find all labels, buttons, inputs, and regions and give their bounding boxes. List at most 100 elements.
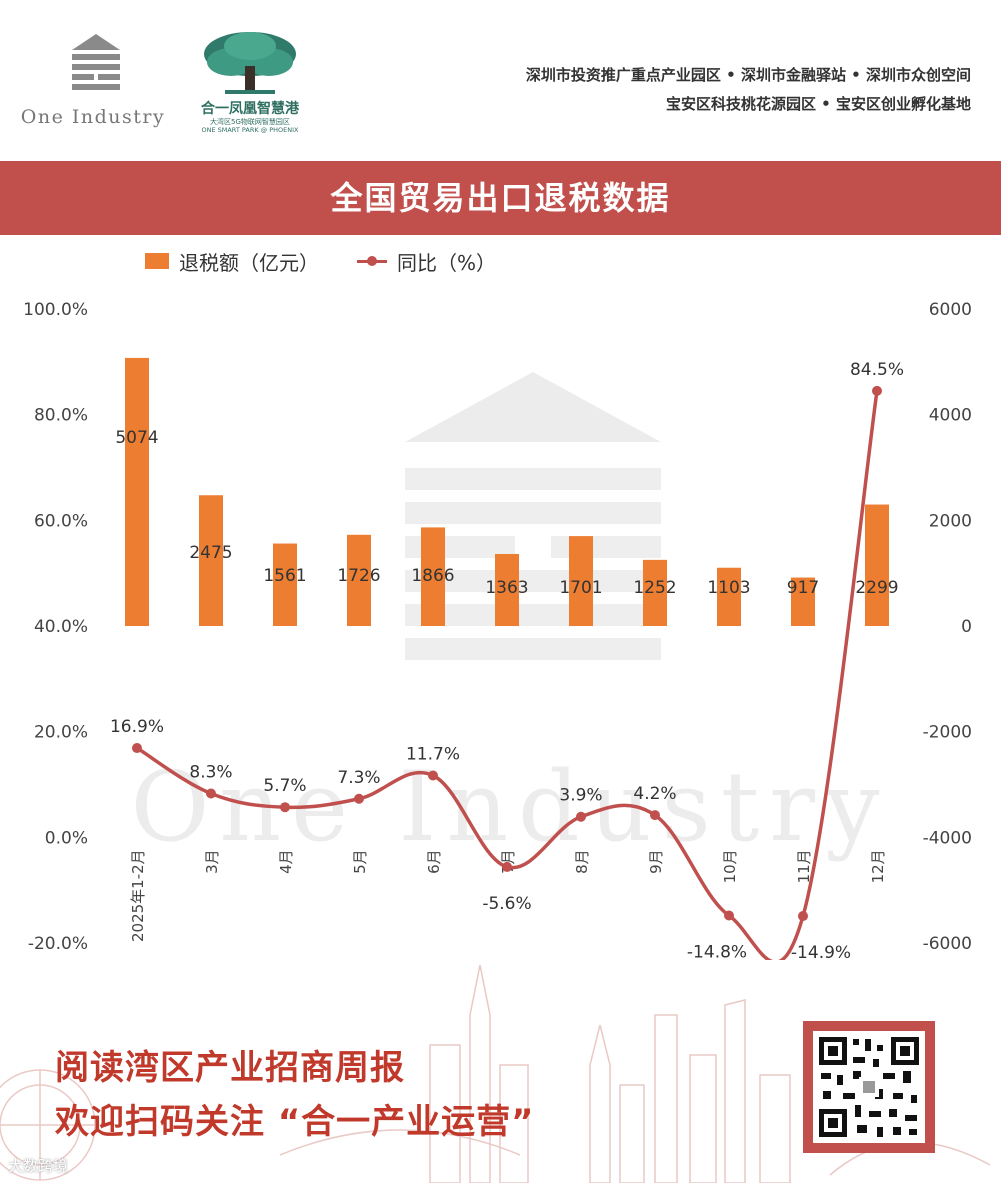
left-tick-label: 0.0% — [45, 828, 88, 848]
bar-value-labels: 5074 2475 1561 1726 1866 1363 1701 1252 1103 917 2… — [115, 428, 898, 598]
legend-item-line: 同比（%） — [357, 247, 496, 276]
bar — [717, 567, 741, 626]
line-value-label: 4.2% — [633, 784, 676, 804]
watermark-bar — [405, 638, 661, 660]
line-point — [354, 793, 364, 804]
line-value-labels: 16.9% 8.3% 5.7% 7.3% 11.7% -5.6% 3.9% 4.2% -14.8… — [110, 360, 904, 960]
watermark-bar — [551, 536, 661, 558]
line-value-label: -14.9% — [791, 943, 851, 960]
tree-icon — [204, 32, 296, 94]
footer-line-2: 欢迎扫码关注 “合一产业运营” — [55, 1102, 535, 1142]
footer-line-1: 阅读湾区产业招商周报 — [55, 1048, 405, 1088]
qr-code-frame[interactable] — [803, 1021, 935, 1153]
line-point — [576, 811, 586, 822]
legend-item-bars: 退税额（亿元） — [145, 247, 319, 276]
legend-line-swatch — [357, 255, 387, 266]
right-tick-label: 2000 — [929, 511, 972, 531]
category-label: 2025年1-2月 — [129, 849, 147, 942]
one-industry-logo-icon — [72, 34, 120, 90]
phoenix-park-name: 合一凤凰智慧港 — [201, 101, 299, 117]
bar — [495, 553, 519, 626]
bar-value-label: 1103 — [707, 578, 750, 598]
line-point — [724, 910, 734, 921]
bar — [569, 536, 593, 626]
left-tick-label: 40.0% — [34, 617, 88, 637]
watermark-bar — [405, 570, 661, 592]
phoenix-park-english: ONE SMART PARK @ PHOENIX — [201, 126, 299, 134]
right-tick-label: -2000 — [923, 723, 972, 743]
line-value-label: -14.8% — [687, 943, 747, 960]
line-series — [132, 385, 882, 960]
bar-value-label: 1726 — [337, 566, 380, 586]
line-value-label: 16.9% — [110, 717, 164, 737]
bar-value-label: 917 — [787, 578, 819, 598]
line-point — [428, 770, 438, 781]
right-tick-label: -6000 — [923, 934, 972, 954]
left-axis: -20.0% 0.0% 20.0% 40.0% 60.0% 80.0% 100.0% — [23, 300, 88, 954]
right-tick-label: -4000 — [923, 828, 972, 848]
line-point — [650, 810, 660, 821]
line-point — [872, 385, 882, 396]
title-banner: 全国贸易出口退税数据 — [0, 161, 1001, 235]
tagline-line-2: 宝安区科技桃花源园区 • 宝安区创业孵化基地 — [665, 95, 971, 113]
line-value-label: 3.9% — [559, 786, 602, 806]
category-label: 12月 — [869, 849, 887, 883]
right-tick-label: 6000 — [929, 300, 972, 320]
chart-legend: 退税额（亿元） 同比（%） — [145, 244, 534, 278]
bar-series — [125, 357, 889, 626]
qr-code-icon — [819, 1037, 919, 1137]
header: One Industry 合一凤凰智慧港 大湾区5G物联网智慧园区 ONE SM… — [0, 0, 1001, 160]
line-point — [502, 861, 512, 872]
left-tick-label: 60.0% — [34, 511, 88, 531]
bar — [791, 577, 815, 626]
bar-value-label: 1252 — [633, 578, 676, 598]
category-label: 3月 — [203, 849, 221, 874]
category-label: 10月 — [721, 849, 739, 883]
bar — [865, 504, 889, 626]
line-value-label: 5.7% — [263, 776, 306, 796]
category-label: 9月 — [647, 849, 665, 874]
source-credit: 大数跨境 — [8, 1157, 69, 1175]
bar — [273, 543, 297, 626]
category-labels: 2025年1-2月 3月 4月 5月 6月 7月 8月 9月 10月 11月 12月 — [129, 849, 887, 942]
left-tick-label: 80.0% — [34, 406, 88, 426]
phoenix-park-subtitle: 大湾区5G物联网智慧园区 — [210, 118, 290, 126]
line-value-label: 8.3% — [189, 762, 232, 782]
right-tick-label: 0 — [961, 617, 972, 637]
phoenix-park-logo: 合一凤凰智慧港 大湾区5G物联网智慧园区 ONE SMART PARK @ PH… — [195, 28, 305, 138]
one-industry-name: One Industry — [20, 106, 166, 128]
watermark-roof — [405, 372, 661, 442]
one-industry-logo: One Industry — [18, 30, 168, 140]
bar-value-label: 2475 — [189, 543, 232, 563]
bar — [347, 534, 371, 626]
bar — [643, 559, 667, 626]
category-label: 6月 — [425, 849, 443, 874]
bar — [125, 357, 149, 626]
bar — [199, 495, 223, 626]
left-tick-label: 100.0% — [23, 300, 88, 320]
line-point — [206, 788, 216, 799]
line-point — [798, 911, 808, 922]
watermark-text: One Industry — [131, 751, 890, 863]
bar-value-label: 1363 — [485, 578, 528, 598]
bar-value-label: 1561 — [263, 566, 306, 586]
legend-bar-label: 退税额（亿元） — [179, 250, 319, 275]
category-label: 11月 — [795, 849, 813, 883]
legend-bar-swatch — [145, 253, 169, 269]
category-label: 4月 — [277, 849, 295, 874]
watermark-bar — [405, 468, 661, 490]
watermark-bar — [405, 604, 661, 626]
right-axis: -6000 -4000 -2000 0 2000 4000 6000 — [923, 300, 972, 954]
watermark-bar — [405, 502, 661, 524]
bar-value-label: 2299 — [855, 578, 898, 598]
qr-code[interactable] — [813, 1031, 925, 1143]
legend-line-label: 同比（%） — [397, 250, 497, 275]
bar — [421, 527, 445, 626]
left-tick-label: 20.0% — [34, 723, 88, 743]
bar-value-label: 1701 — [559, 578, 602, 598]
line-value-label: 84.5% — [850, 360, 904, 380]
line-point — [280, 802, 290, 813]
line-value-label: 11.7% — [406, 745, 460, 765]
line-point — [132, 743, 142, 754]
bar-value-label: 1866 — [411, 566, 454, 586]
